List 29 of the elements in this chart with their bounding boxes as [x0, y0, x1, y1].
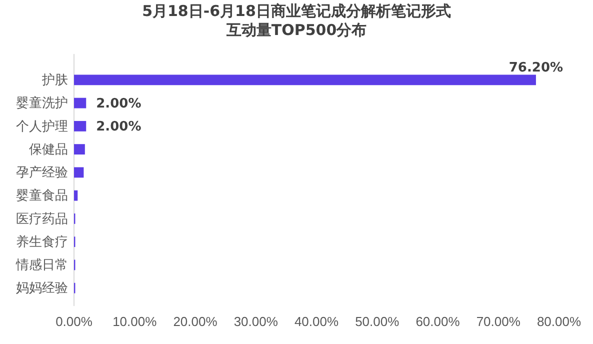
x-tick-label: 40.00% [294, 314, 339, 329]
y-tick-label: 妈妈经验 [16, 280, 68, 296]
x-tick-label: 50.00% [355, 314, 400, 329]
y-tick-label: 医疗药品 [16, 210, 68, 226]
x-tick-label: 80.00% [536, 314, 582, 329]
bar [74, 120, 86, 132]
bar [74, 98, 86, 108]
data-label: 2.00% [96, 96, 142, 112]
x-tick-label: 30.00% [234, 314, 278, 329]
y-tick-label: 孕产经验 [16, 164, 68, 180]
bar [74, 144, 85, 155]
chart-title: 5月18日-6月18日商业笔记成分解析笔记形式互动量TOP500分布 [142, 2, 451, 39]
y-tick-label: 婴童食品 [16, 188, 68, 203]
x-tick-label: 0.00% [56, 314, 93, 329]
y-tick-label: 护肤 [41, 72, 68, 88]
y-tick-label: 情感日常 [15, 257, 68, 272]
y-tick-label: 婴童洗护 [16, 95, 68, 110]
x-tick-label: 70.00% [476, 314, 521, 329]
bar [74, 74, 536, 86]
y-tick-label: 个人护理 [16, 118, 68, 134]
bar [74, 167, 84, 178]
bar [74, 190, 78, 201]
data-label: 2.00% [96, 120, 142, 135]
data-label: 76.20% [508, 60, 564, 76]
x-tick-label: 20.00% [173, 314, 218, 329]
y-tick-label: 保健品 [29, 141, 68, 156]
x-tick-label: 60.00% [416, 314, 460, 329]
x-tick-label: 10.00% [112, 314, 158, 329]
y-tick-label: 养生食疗 [16, 234, 68, 249]
